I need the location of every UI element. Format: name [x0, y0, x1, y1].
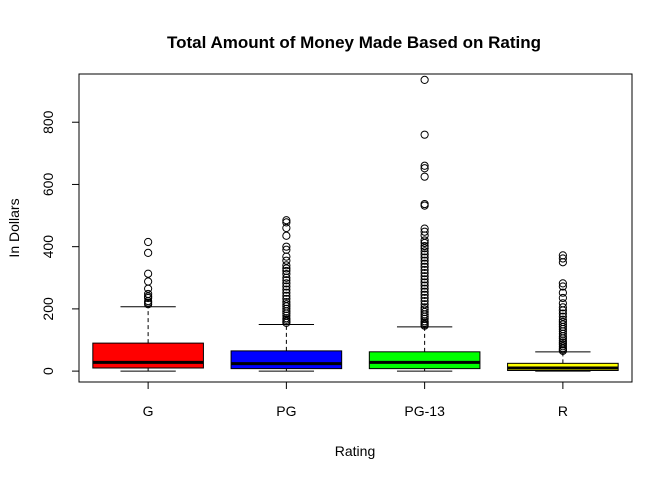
outlier-point [145, 278, 152, 285]
y-tick-label: 800 [40, 110, 56, 134]
y-tick-label: 0 [40, 367, 56, 375]
x-tick-label: R [558, 403, 568, 419]
x-tick-label: PG [276, 403, 296, 419]
plot-area [93, 76, 618, 371]
outlier-point [283, 232, 290, 239]
box [231, 351, 342, 369]
outlier-point [145, 249, 152, 256]
y-tick-label: 200 [40, 297, 56, 321]
outlier-point [283, 224, 290, 231]
outlier-point [145, 238, 152, 245]
outlier-point [145, 270, 152, 277]
y-tick-label: 400 [40, 235, 56, 259]
plot-frame [79, 74, 632, 382]
box-group-pg [231, 217, 342, 371]
y-tick-label: 600 [40, 173, 56, 197]
outlier-point [421, 131, 428, 138]
outlier-point [421, 173, 428, 180]
x-tick-label: G [143, 403, 154, 419]
box [369, 352, 480, 369]
box [93, 343, 204, 368]
chart-title: Total Amount of Money Made Based on Rati… [167, 33, 541, 52]
x-tick-label: PG-13 [404, 403, 445, 419]
x-axis-label: Rating [335, 443, 375, 459]
box-group-g [93, 238, 204, 371]
y-axis: 0 200 400 600 800 [40, 110, 79, 375]
outlier-point [421, 76, 428, 83]
y-axis-label: In Dollars [6, 198, 22, 257]
box-group-r [508, 252, 619, 371]
box-group-pg-13 [369, 76, 480, 371]
x-axis: G PG PG-13 R [143, 382, 568, 419]
